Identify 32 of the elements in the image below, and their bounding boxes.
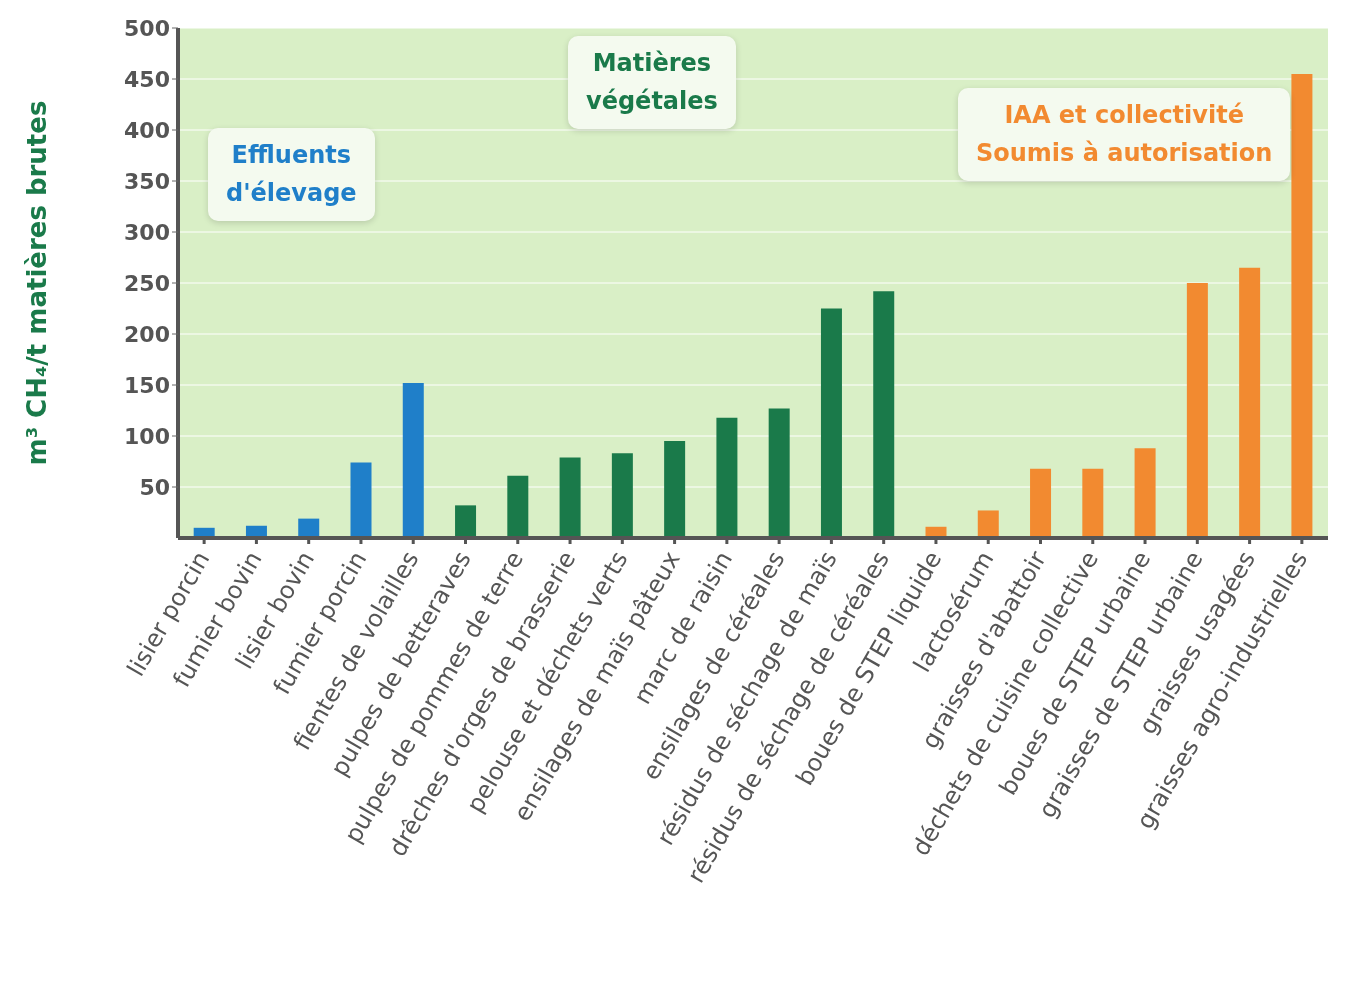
y-tick-label: 50	[139, 474, 170, 500]
y-tick-label: 300	[124, 219, 170, 245]
annotation: IAA et collectivité Soumis à autorisation	[958, 88, 1291, 181]
y-tick-label: 100	[124, 423, 170, 449]
y-tick-label: 200	[124, 321, 170, 347]
y-axis-title: m³ CH₄/t matières brutes	[22, 100, 52, 466]
y-tick-label: 500	[124, 15, 170, 41]
bar	[507, 475, 529, 538]
y-tick-label: 150	[124, 372, 170, 398]
bar	[664, 441, 686, 538]
bar	[977, 510, 999, 538]
y-tick-label: 250	[124, 270, 170, 296]
annotation: Matières végétales	[568, 36, 736, 129]
bar	[716, 417, 738, 538]
annotation: Effluents d'élevage	[208, 128, 375, 221]
bar	[1291, 73, 1313, 538]
bar	[1239, 267, 1261, 538]
bar	[1186, 283, 1208, 538]
bar	[455, 505, 477, 538]
bar	[820, 308, 842, 538]
bar	[402, 382, 424, 538]
bar	[873, 291, 895, 538]
y-tick-label: 400	[124, 117, 170, 143]
bar	[559, 457, 581, 538]
bar	[350, 462, 372, 538]
bar	[1030, 468, 1052, 538]
bar	[1082, 468, 1104, 538]
y-tick-label: 450	[124, 66, 170, 92]
bar	[768, 408, 790, 538]
bar	[1134, 448, 1156, 538]
y-tick-label: 350	[124, 168, 170, 194]
bar	[611, 453, 633, 538]
